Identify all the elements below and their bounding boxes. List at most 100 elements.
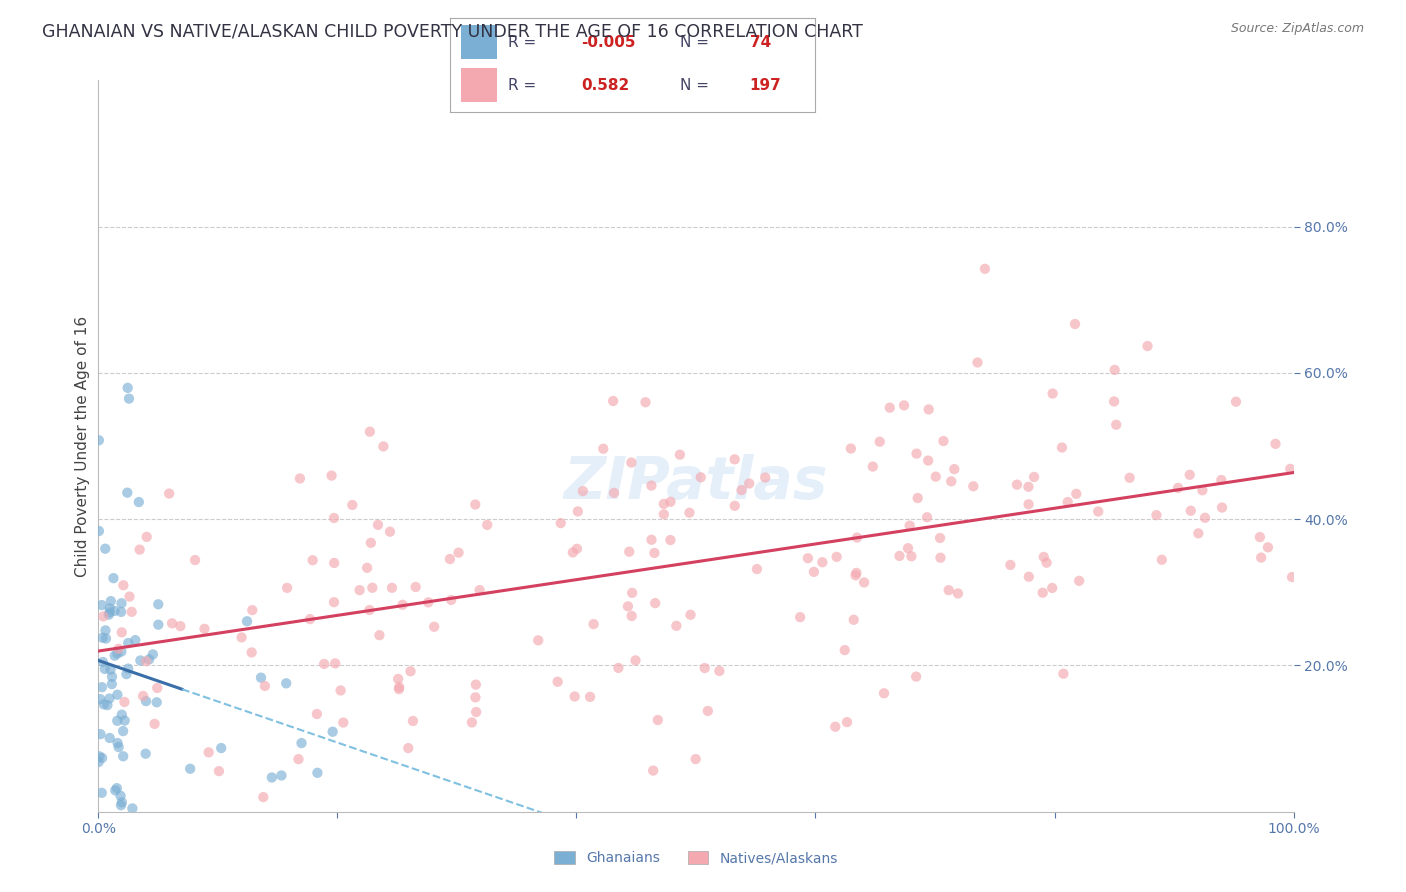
Point: [132, 689, 155, 703]
Point: [869, 434, 891, 449]
Point: [145, 695, 167, 709]
Point: [1178, 467, 1201, 482]
Point: [322, 724, 344, 739]
Point: [323, 556, 346, 570]
Point: [932, 434, 955, 448]
Point: [839, 442, 862, 456]
Point: [974, 261, 997, 276]
Point: [1035, 556, 1057, 570]
Point: [1180, 504, 1202, 518]
Point: [323, 595, 346, 609]
Point: [91, 631, 114, 645]
Point: [1211, 473, 1233, 487]
Point: [621, 586, 644, 600]
Point: [114, 714, 136, 728]
Point: [527, 633, 550, 648]
Point: [652, 508, 675, 522]
Point: [647, 713, 669, 727]
Text: 197: 197: [749, 78, 782, 93]
Point: [101, 677, 124, 691]
Text: Source: ZipAtlas.com: Source: ZipAtlas.com: [1230, 22, 1364, 36]
Point: [193, 622, 215, 636]
Point: [1052, 666, 1074, 681]
Point: [620, 609, 643, 624]
Point: [91, 655, 114, 669]
Point: [121, 605, 143, 619]
Point: [104, 783, 127, 797]
Point: [561, 545, 583, 559]
Point: [89, 692, 111, 706]
Point: [862, 459, 884, 474]
Point: [592, 442, 614, 456]
Point: [115, 667, 138, 681]
Point: [107, 736, 129, 750]
Point: [846, 531, 869, 545]
Point: [905, 447, 928, 461]
Point: [160, 616, 183, 631]
Point: [640, 478, 662, 492]
Point: [845, 568, 868, 582]
Point: [464, 498, 486, 512]
Point: [298, 612, 321, 626]
Point: [1118, 471, 1140, 485]
Point: [231, 631, 253, 645]
Point: [107, 740, 129, 755]
Point: [105, 714, 128, 728]
Y-axis label: Child Poverty Under the Age of 16: Child Poverty Under the Age of 16: [75, 316, 90, 576]
Point: [208, 764, 231, 779]
Point: [1050, 441, 1073, 455]
Point: [652, 497, 675, 511]
Point: [678, 506, 700, 520]
Point: [468, 583, 491, 598]
Point: [1064, 317, 1087, 331]
Point: [582, 617, 605, 632]
Point: [94, 662, 117, 676]
Point: [138, 652, 160, 666]
Legend: Ghanaians, Natives/Alaskans: Ghanaians, Natives/Alaskans: [548, 846, 844, 871]
Point: [112, 695, 135, 709]
Point: [107, 641, 129, 656]
Point: [117, 636, 139, 650]
Point: [105, 781, 128, 796]
Point: [287, 752, 309, 766]
Point: [1022, 470, 1045, 484]
Point: [117, 381, 139, 395]
Point: [236, 614, 259, 628]
Point: [797, 551, 820, 566]
Point: [143, 716, 166, 731]
Point: [572, 484, 595, 499]
Point: [845, 566, 868, 580]
Point: [360, 536, 382, 550]
Point: [135, 530, 157, 544]
Point: [617, 599, 640, 614]
Point: [288, 471, 311, 485]
Point: [1032, 549, 1054, 564]
Point: [101, 670, 124, 684]
Point: [378, 524, 401, 539]
Point: [270, 768, 292, 782]
Point: [276, 581, 298, 595]
Point: [943, 462, 966, 476]
Point: [565, 541, 588, 556]
Point: [659, 533, 682, 547]
Point: [89, 727, 111, 741]
Point: [1191, 483, 1213, 498]
Point: [1257, 541, 1279, 555]
Point: [112, 724, 135, 739]
Point: [117, 485, 139, 500]
Point: [898, 518, 921, 533]
Point: [1167, 481, 1189, 495]
Point: [423, 620, 446, 634]
Point: [402, 714, 425, 728]
Point: [825, 549, 848, 564]
Point: [111, 707, 134, 722]
Point: [169, 619, 191, 633]
Point: [103, 571, 125, 585]
Point: [118, 590, 141, 604]
Point: [834, 643, 856, 657]
Point: [276, 676, 298, 690]
Point: [669, 448, 692, 462]
Bar: [461, 69, 498, 103]
Point: [824, 720, 846, 734]
Point: [842, 613, 865, 627]
